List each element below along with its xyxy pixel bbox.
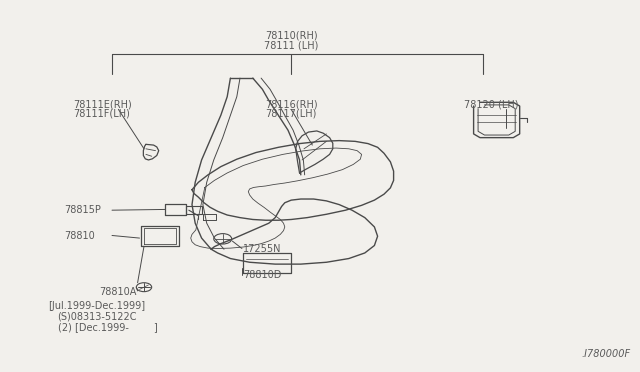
Text: 78810A: 78810A: [99, 287, 136, 297]
Text: 78810D: 78810D: [243, 270, 282, 280]
Text: 78810: 78810: [64, 231, 95, 241]
Text: 78111F(LH): 78111F(LH): [74, 109, 131, 118]
Text: (2) [Dec.1999-        ]: (2) [Dec.1999- ]: [58, 322, 157, 331]
Text: 78111 (LH): 78111 (LH): [264, 41, 318, 50]
Text: 78120 (LH): 78120 (LH): [464, 100, 518, 110]
Text: 78815P: 78815P: [64, 205, 101, 215]
Text: 78111E(RH): 78111E(RH): [74, 100, 132, 110]
Text: 78110(RH): 78110(RH): [265, 31, 317, 40]
Text: .I780000F: .I780000F: [581, 349, 630, 359]
Text: 78116(RH): 78116(RH): [266, 100, 318, 110]
Text: 78117(LH): 78117(LH): [266, 109, 317, 118]
Text: 17255N: 17255N: [243, 244, 282, 254]
Text: [Jul.1999-Dec.1999]: [Jul.1999-Dec.1999]: [48, 301, 145, 311]
Text: (S)08313-5122C: (S)08313-5122C: [58, 311, 137, 321]
